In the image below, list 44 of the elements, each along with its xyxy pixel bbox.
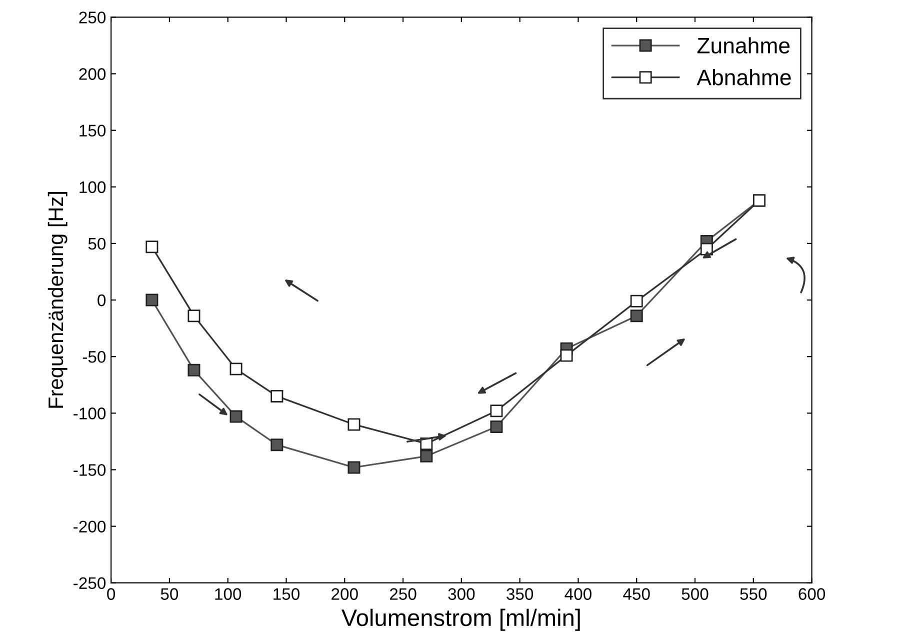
legend-label: Abnahme xyxy=(696,69,791,86)
point xyxy=(630,294,643,308)
y-tick-label: -100 xyxy=(74,408,106,420)
point xyxy=(230,410,242,423)
y-axis-title: Frequenzänderung [Hz] xyxy=(48,192,68,408)
x-tick-label: 500 xyxy=(682,588,708,600)
x-tick-label: 50 xyxy=(160,588,178,600)
legend-label: Zunahme xyxy=(697,37,790,54)
x-axis-title: Volumenstrom [ml/min] xyxy=(341,608,580,631)
x-tick-label: 200 xyxy=(332,588,358,600)
x-tick-label: 100 xyxy=(215,588,242,600)
x-tick-label: 550 xyxy=(740,588,767,600)
y-tick-label: 50 xyxy=(88,238,106,250)
y-tick-label: -250 xyxy=(74,577,106,590)
y-tick-label: 0 xyxy=(98,294,106,306)
point xyxy=(270,390,284,402)
x-tick-label: 450 xyxy=(623,588,650,600)
x-tick-label: 400 xyxy=(564,588,592,600)
point xyxy=(490,420,503,433)
point xyxy=(146,240,158,254)
y-tick-label: 250 xyxy=(79,12,106,24)
y-tick-label: 100 xyxy=(80,181,106,194)
y-tick-label: 150 xyxy=(80,124,106,137)
point xyxy=(560,349,573,362)
y-tick-label: -50 xyxy=(82,350,106,363)
y-tick-label: -200 xyxy=(74,520,106,532)
point xyxy=(270,438,284,452)
x-tick-label: 250 xyxy=(390,588,416,600)
point xyxy=(348,418,360,431)
point xyxy=(420,450,433,462)
point xyxy=(188,310,200,322)
x-tick-label: 300 xyxy=(448,588,475,600)
x-tick-label: 150 xyxy=(274,588,300,600)
x-tick-label: 0 xyxy=(107,588,116,600)
x-tick-label: 600 xyxy=(798,588,826,600)
point xyxy=(146,294,158,306)
y-tick-label: 200 xyxy=(79,68,106,80)
x-tick-label: 350 xyxy=(506,588,534,600)
point xyxy=(490,404,503,418)
point xyxy=(230,362,242,376)
point xyxy=(188,364,200,376)
point xyxy=(348,461,360,474)
y-tick-label: -150 xyxy=(74,464,106,476)
point xyxy=(630,310,643,322)
